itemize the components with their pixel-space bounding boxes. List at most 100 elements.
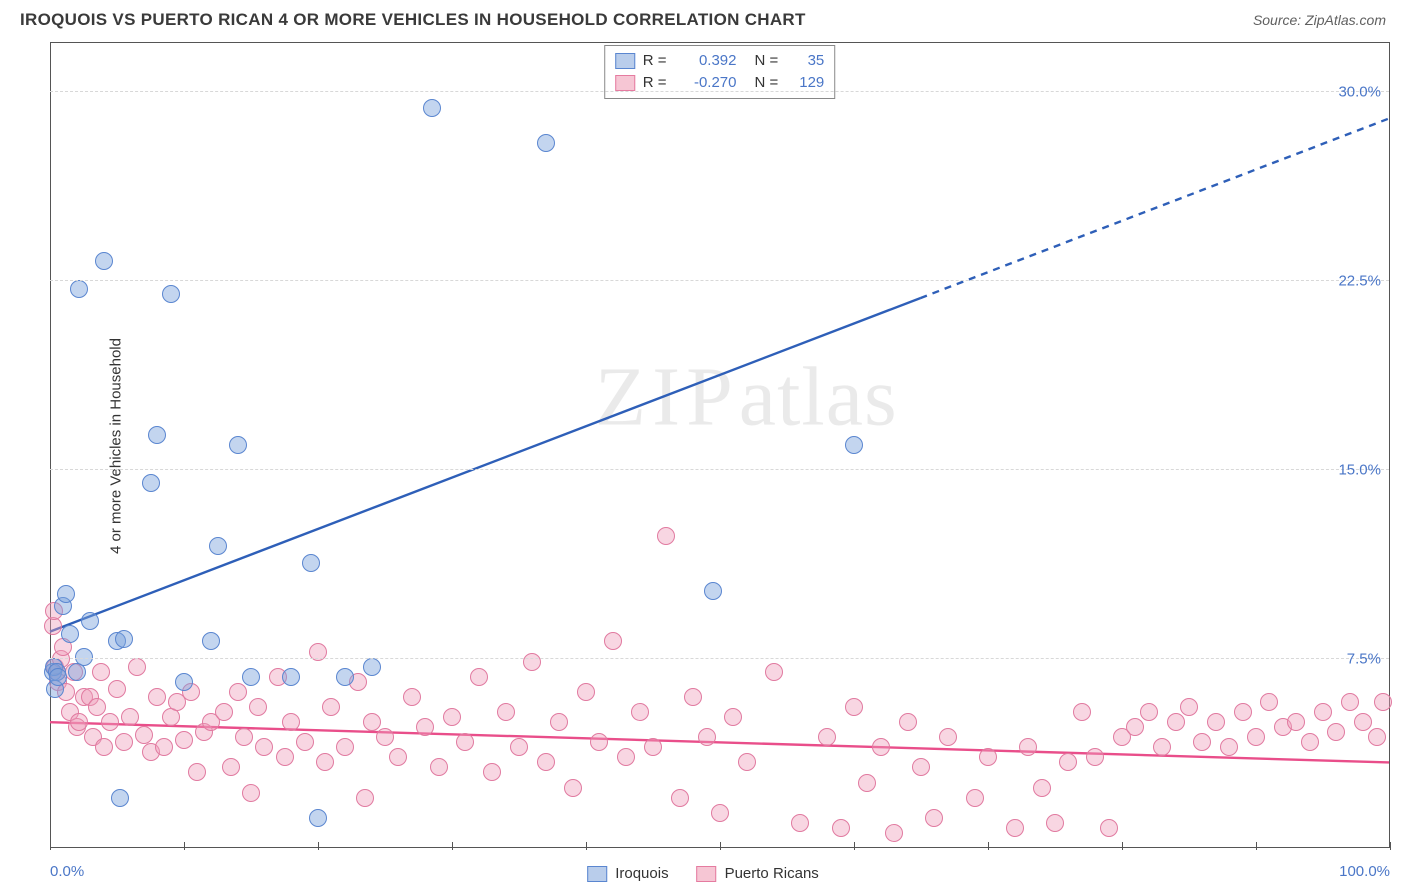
puerto-rican-point <box>1086 748 1104 766</box>
puerto-rican-point <box>322 698 340 716</box>
x-tick-mark <box>184 842 185 850</box>
iroquois-point <box>81 612 99 630</box>
puerto-rican-point <box>657 527 675 545</box>
iroquois-point <box>209 537 227 555</box>
puerto-rican-point <box>108 680 126 698</box>
puerto-rican-point <box>336 738 354 756</box>
puerto-rican-point <box>128 658 146 676</box>
x-tick-mark <box>318 842 319 850</box>
puerto-rican-point <box>698 728 716 746</box>
iroquois-point <box>142 474 160 492</box>
gridline <box>50 91 1389 92</box>
puerto-rican-point <box>1006 819 1024 837</box>
series-legend-label: Puerto Ricans <box>725 865 819 882</box>
puerto-rican-point <box>316 753 334 771</box>
correlation-legend-row: R = 0.392 N = 35 <box>615 50 825 72</box>
legend-swatch <box>615 75 635 91</box>
puerto-rican-point <box>684 688 702 706</box>
puerto-rican-point <box>537 753 555 771</box>
r-label: R = <box>643 50 667 72</box>
puerto-rican-point <box>1180 698 1198 716</box>
puerto-rican-point <box>1207 713 1225 731</box>
y-tick-label: 30.0% <box>1338 84 1381 101</box>
iroquois-point <box>363 658 381 676</box>
puerto-rican-point <box>1153 738 1171 756</box>
iroquois-point <box>162 285 180 303</box>
puerto-rican-point <box>497 703 515 721</box>
iroquois-point <box>111 789 129 807</box>
iroquois-point <box>70 280 88 298</box>
series-legend-item: Iroquois <box>587 865 668 882</box>
iroquois-point <box>175 673 193 691</box>
puerto-rican-point <box>791 814 809 832</box>
puerto-rican-point <box>88 698 106 716</box>
puerto-rican-point <box>1287 713 1305 731</box>
puerto-rican-point <box>276 748 294 766</box>
iroquois-point <box>229 436 247 454</box>
iroquois-point <box>704 582 722 600</box>
x-tick-mark <box>586 842 587 850</box>
y-tick-label: 7.5% <box>1347 651 1381 668</box>
x-tick-mark <box>1256 842 1257 850</box>
puerto-rican-point <box>215 703 233 721</box>
puerto-rican-point <box>1126 718 1144 736</box>
header: IROQUOIS VS PUERTO RICAN 4 OR MORE VEHIC… <box>0 0 1406 36</box>
iroquois-point <box>537 134 555 152</box>
legend-swatch <box>587 866 607 882</box>
puerto-rican-point <box>1046 814 1064 832</box>
puerto-rican-point <box>1374 693 1392 711</box>
puerto-rican-point <box>858 774 876 792</box>
puerto-rican-point <box>376 728 394 746</box>
puerto-rican-point <box>979 748 997 766</box>
puerto-rican-point <box>1327 723 1345 741</box>
puerto-rican-point <box>235 728 253 746</box>
puerto-rican-point <box>1260 693 1278 711</box>
puerto-rican-point <box>148 688 166 706</box>
iroquois-point <box>57 585 75 603</box>
puerto-rican-point <box>845 698 863 716</box>
puerto-rican-point <box>175 731 193 749</box>
r-value: 0.392 <box>675 50 737 72</box>
x-tick-mark <box>988 842 989 850</box>
iroquois-point <box>75 648 93 666</box>
x-tick-mark <box>854 842 855 850</box>
puerto-rican-point <box>832 819 850 837</box>
puerto-rican-point <box>1247 728 1265 746</box>
x-min-label: 0.0% <box>50 863 84 880</box>
iroquois-point <box>336 668 354 686</box>
source-prefix: Source: <box>1253 12 1305 28</box>
iroquois-point <box>309 809 327 827</box>
series-legend-item: Puerto Ricans <box>697 865 819 882</box>
puerto-rican-point <box>115 733 133 751</box>
puerto-rican-point <box>121 708 139 726</box>
puerto-rican-point <box>1341 693 1359 711</box>
puerto-rican-point <box>939 728 957 746</box>
iroquois-point <box>242 668 260 686</box>
source-name: ZipAtlas.com <box>1305 12 1386 28</box>
legend-swatch <box>697 866 717 882</box>
n-value: 35 <box>786 50 824 72</box>
source-attribution: Source: ZipAtlas.com <box>1253 12 1386 28</box>
iroquois-point <box>61 625 79 643</box>
puerto-rican-point <box>765 663 783 681</box>
puerto-rican-point <box>70 713 88 731</box>
x-tick-mark <box>1390 842 1391 850</box>
gridline <box>50 280 1389 281</box>
puerto-rican-point <box>1301 733 1319 751</box>
series-legend: Iroquois Puerto Ricans <box>587 865 819 882</box>
puerto-rican-point <box>1167 713 1185 731</box>
legend-swatch <box>615 53 635 69</box>
puerto-rican-point <box>604 632 622 650</box>
puerto-rican-point <box>1354 713 1372 731</box>
puerto-rican-point <box>564 779 582 797</box>
puerto-rican-point <box>510 738 528 756</box>
puerto-rican-point <box>1033 779 1051 797</box>
puerto-rican-point <box>1234 703 1252 721</box>
x-tick-mark <box>1122 842 1123 850</box>
puerto-rican-point <box>222 758 240 776</box>
puerto-rican-point <box>242 784 260 802</box>
iroquois-point <box>202 632 220 650</box>
puerto-rican-point <box>577 683 595 701</box>
puerto-rican-point <box>711 804 729 822</box>
plot-area: ZIPatlas R = 0.392 N = 35R = -0.270 N = … <box>50 42 1390 848</box>
